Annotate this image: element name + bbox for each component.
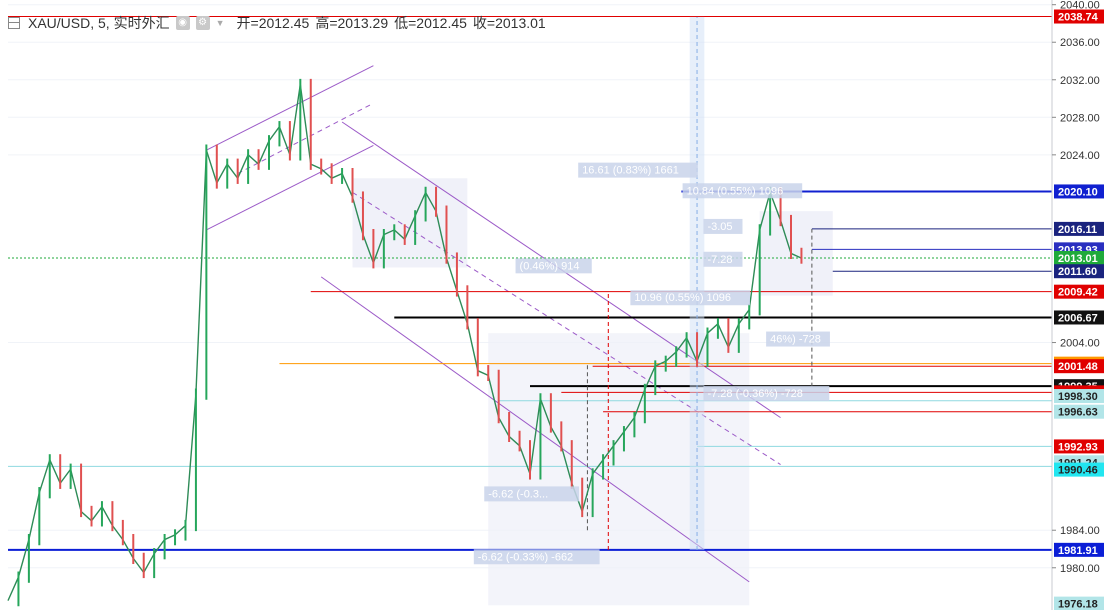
y-tick-label: 1984.00: [1060, 525, 1100, 537]
price-tag: [1054, 310, 1104, 325]
range-box: [488, 333, 750, 606]
y-tick-label: 2036.00: [1060, 37, 1100, 49]
price-tag: [1054, 404, 1104, 419]
price-tag-label: 2038.74: [1058, 12, 1099, 24]
measure-label: -7.28 (-0.36%) -728: [707, 388, 802, 400]
ohlc-low: 低=2012.45: [394, 15, 467, 31]
measure-label: -3.05: [707, 221, 732, 233]
range-box: [759, 211, 833, 296]
chevron-down-icon[interactable]: ▼: [215, 18, 225, 28]
measure-label-bg: [578, 162, 698, 178]
price-tag-label: 1996.63: [1058, 407, 1098, 419]
y-tick-label: 2028.00: [1060, 112, 1100, 124]
measure-label: 10.96 (0.55%) 1096: [634, 292, 731, 304]
measure-label-bg: [484, 486, 580, 502]
price-tag: [1054, 359, 1104, 374]
price-tag-label: 1998.30: [1058, 391, 1098, 403]
collapse-icon[interactable]: [8, 17, 20, 29]
y-tick-label: 2004.00: [1060, 338, 1100, 350]
price-tag-label: 1976.18: [1058, 599, 1098, 610]
measure-label-bg: [515, 258, 592, 274]
legend-bar: XAU/USD, 5, 实时外汇 ◉ ⚙ ▼ 开=2012.45 高=2013.…: [8, 12, 546, 34]
ohlc-high: 高=2013.29: [315, 15, 389, 31]
channel-midline: [352, 191, 781, 465]
price-axis: [1052, 0, 1111, 610]
price-tag-label: 2013.01: [1058, 253, 1098, 265]
measure-label: 46%) -728: [770, 334, 821, 346]
y-tick-label: 1980.00: [1060, 563, 1100, 575]
price-tag: [1054, 542, 1104, 557]
settings-icon[interactable]: ⚙: [195, 16, 210, 30]
channel-line: [206, 145, 374, 231]
price-tag: [1054, 439, 1104, 454]
measure-label-bg: [703, 218, 743, 234]
measure-label-bg: [766, 331, 830, 347]
measure-label: 10.84 (0.55%) 1096: [687, 185, 784, 197]
ohlc-open: 开=2012.45: [236, 15, 310, 31]
channel-midline: [237, 102, 374, 175]
price-tag: [1054, 389, 1104, 404]
measure-label: (0.46%) 914: [520, 260, 580, 272]
price-tag-label: 2016.11: [1058, 224, 1097, 236]
price-tag: [1054, 9, 1104, 24]
measure-label-bg: [703, 251, 743, 267]
price-tag-label: 2020.10: [1058, 186, 1098, 198]
y-tick-label: 2040.00: [1060, 0, 1100, 12]
measure-label-bg: [703, 385, 830, 401]
measure-label: -6.62 (-0.3...: [488, 488, 548, 500]
eye-icon[interactable]: ◉: [175, 16, 190, 30]
measure-label: 16.61 (0.83%) 1661: [582, 165, 679, 177]
ohlc-close: 收=2013.01: [472, 15, 546, 31]
price-tag: [1054, 264, 1104, 279]
measure-label-bg: [473, 549, 600, 565]
channel-line: [320, 276, 750, 583]
price-tag: [1054, 184, 1104, 199]
y-tick-label: 2024.00: [1060, 150, 1100, 162]
symbol-label[interactable]: XAU/USD, 5, 实时外汇: [28, 15, 170, 31]
price-tag-label: 2006.67: [1058, 312, 1098, 324]
price-tag: [1054, 596, 1104, 610]
measure-label-bg: [682, 183, 803, 199]
price-tag-label: 2011.60: [1058, 266, 1097, 278]
measure-label-bg: [630, 290, 750, 306]
price-tag-label: 2009.42: [1058, 287, 1098, 299]
channel-line: [206, 65, 374, 151]
price-tag-label: 1992.93: [1058, 441, 1098, 453]
measure-range: [689, 16, 705, 550]
measure-label: -6.62 (-0.33%) -662: [478, 551, 573, 563]
price-tag-label: 1990.46: [1058, 465, 1098, 477]
measure-label: -7.28: [707, 254, 732, 266]
price-tag: [1054, 284, 1104, 299]
price-tag-label: 1981.91: [1058, 545, 1098, 557]
price-tag: [1054, 221, 1104, 236]
y-tick-label: 2032.00: [1060, 75, 1100, 87]
price-tag-label: 2001.48: [1058, 361, 1098, 373]
price-tag: [1054, 250, 1104, 265]
price-tag: [1054, 462, 1104, 477]
